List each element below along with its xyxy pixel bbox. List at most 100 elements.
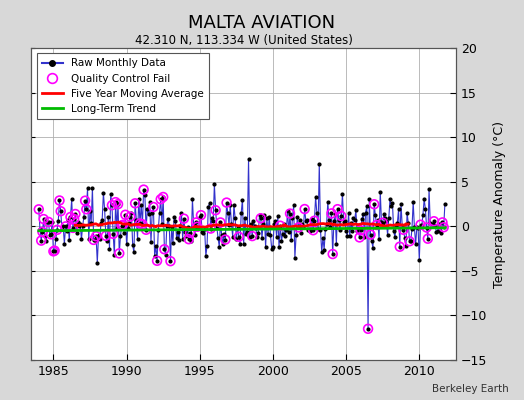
Point — [341, 218, 349, 224]
Point — [277, 238, 286, 244]
Point — [214, 235, 222, 241]
Point — [427, 220, 435, 227]
Point — [420, 196, 428, 202]
Point — [82, 206, 91, 212]
Point — [426, 220, 434, 226]
Point — [283, 208, 292, 214]
Point — [261, 244, 270, 250]
Point — [411, 241, 420, 247]
Point — [392, 222, 400, 229]
Point — [232, 236, 241, 242]
Point — [431, 223, 439, 229]
Point — [432, 228, 441, 235]
Point — [266, 232, 275, 238]
Point — [441, 200, 449, 207]
Point — [136, 220, 144, 227]
Point — [125, 220, 133, 227]
Point — [221, 236, 230, 243]
Point — [60, 240, 69, 247]
Point — [164, 215, 172, 222]
Point — [54, 218, 62, 224]
Point — [375, 236, 383, 242]
Point — [177, 210, 185, 216]
Legend: Raw Monthly Data, Quality Control Fail, Five Year Moving Average, Long-Term Tren: Raw Monthly Data, Quality Control Fail, … — [37, 53, 209, 119]
Point — [236, 240, 244, 247]
Point — [386, 196, 394, 202]
Point — [219, 241, 227, 247]
Point — [160, 246, 169, 252]
Point — [397, 200, 405, 207]
Point — [149, 204, 158, 210]
Point — [76, 221, 84, 228]
Point — [391, 234, 399, 240]
Point — [270, 221, 278, 228]
Point — [117, 222, 126, 229]
Point — [257, 215, 265, 222]
Point — [101, 206, 109, 212]
Point — [70, 216, 78, 222]
Point — [120, 230, 128, 237]
Point — [126, 214, 135, 220]
Point — [103, 238, 111, 244]
Point — [422, 224, 431, 231]
Point — [332, 241, 341, 248]
Point — [382, 218, 390, 224]
Point — [408, 225, 416, 232]
Point — [128, 242, 137, 248]
Point — [80, 214, 88, 220]
Point — [38, 229, 47, 235]
Point — [35, 206, 43, 212]
Point — [82, 206, 91, 212]
Point — [294, 224, 303, 231]
Point — [198, 229, 206, 236]
Point — [235, 234, 243, 240]
Point — [337, 213, 345, 219]
Point — [370, 201, 378, 208]
Point — [328, 210, 336, 217]
Point — [399, 226, 408, 233]
Point — [146, 198, 154, 205]
Point — [348, 228, 356, 234]
Point — [90, 237, 98, 243]
Point — [154, 227, 162, 233]
Point — [415, 257, 423, 263]
Point — [119, 222, 127, 228]
Point — [282, 227, 290, 233]
Point — [434, 221, 443, 228]
Point — [94, 232, 103, 238]
Point — [130, 249, 138, 255]
Point — [124, 225, 132, 231]
Point — [289, 202, 298, 209]
Point — [376, 188, 385, 195]
Point — [49, 248, 58, 254]
Point — [321, 226, 330, 232]
Point — [387, 203, 396, 209]
Point — [227, 221, 236, 227]
Point — [263, 214, 271, 221]
Point — [374, 217, 382, 224]
Point — [406, 238, 414, 244]
Point — [179, 235, 187, 242]
Point — [186, 230, 194, 236]
Point — [325, 217, 333, 223]
Point — [280, 221, 288, 227]
Point — [226, 202, 234, 208]
Point — [59, 223, 68, 230]
Point — [194, 225, 203, 232]
Point — [61, 223, 70, 230]
Point — [97, 220, 105, 226]
Point — [95, 236, 104, 242]
Point — [318, 249, 326, 255]
Point — [127, 210, 136, 216]
Point — [136, 220, 144, 227]
Point — [168, 224, 176, 230]
Point — [294, 224, 303, 231]
Point — [437, 230, 445, 236]
Point — [436, 228, 444, 234]
Point — [92, 233, 100, 240]
Point — [414, 224, 422, 231]
Point — [46, 232, 54, 238]
Point — [407, 238, 415, 244]
Point — [87, 220, 95, 226]
Point — [304, 227, 312, 233]
